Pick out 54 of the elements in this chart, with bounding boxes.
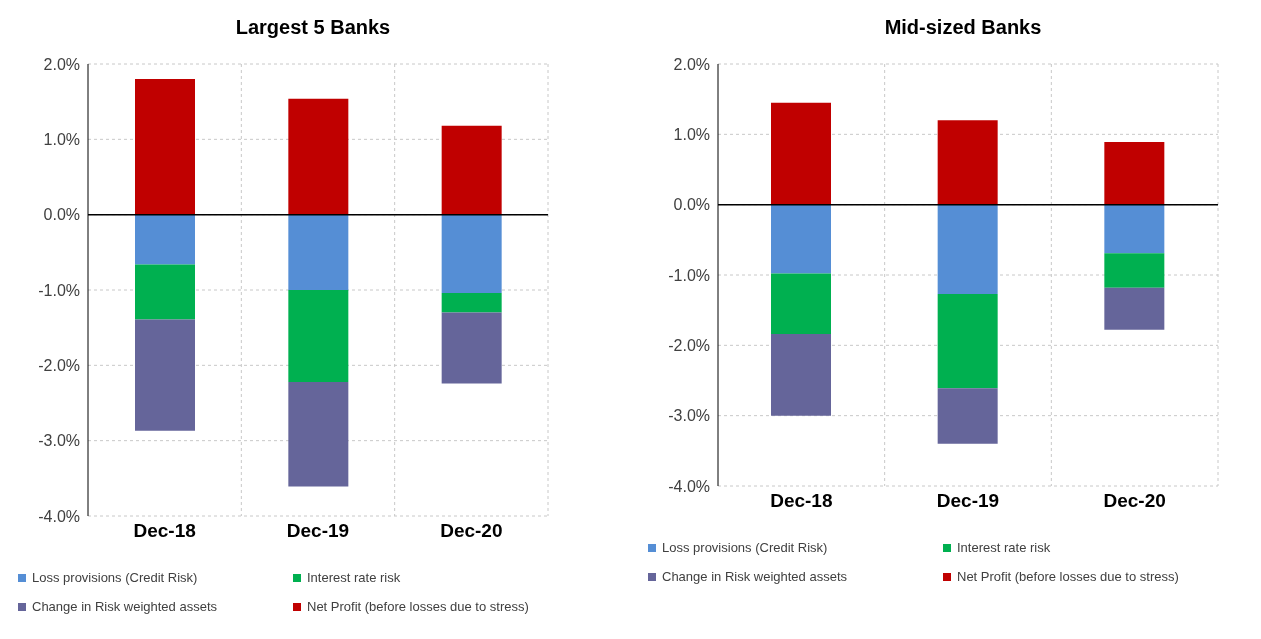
y-tick-label: 0.0%: [43, 206, 80, 224]
bar: [135, 79, 195, 215]
bar: [937, 120, 998, 205]
bar: [135, 214, 195, 265]
chart-title: Largest 5 Banks: [234, 16, 392, 40]
bar: [441, 214, 502, 294]
chart-title: Mid-sized Banks: [883, 16, 1043, 40]
bar: [288, 98, 349, 215]
y-tick-label: -4.0%: [668, 477, 710, 495]
bar: [771, 273, 831, 335]
bar: [771, 204, 831, 274]
legend-label: Interest rate risk: [307, 570, 401, 585]
legend-label: Loss provisions (Credit Risk): [32, 570, 198, 585]
legend-label: Interest rate risk: [957, 540, 1051, 555]
y-tick-label: -3.0%: [38, 432, 80, 450]
x-tick-label: Dec-19: [936, 490, 1000, 512]
bar: [937, 204, 998, 294]
bar: [1104, 142, 1165, 205]
legend-label: Net Profit (before losses due to stress): [307, 599, 529, 614]
bar: [135, 319, 195, 431]
y-tick-label: 2.0%: [43, 55, 80, 73]
legend-label: Change in Risk weighted assets: [662, 569, 847, 584]
x-tick-label: Dec-19: [286, 520, 350, 542]
bar: [1104, 253, 1165, 288]
y-tick-label: 1.0%: [673, 126, 710, 144]
y-tick-label: -4.0%: [38, 507, 80, 525]
bar: [771, 334, 831, 416]
y-tick-label: -2.0%: [38, 357, 80, 375]
bar: [288, 290, 349, 382]
y-tick-label: -1.0%: [38, 281, 80, 299]
bar: [937, 388, 998, 444]
bar: [441, 293, 502, 313]
bar: [937, 293, 998, 389]
bar: [288, 214, 349, 290]
bar: [288, 381, 349, 487]
x-tick-label: Dec-18: [133, 520, 196, 542]
y-tick-label: 2.0%: [673, 55, 710, 73]
bar: [441, 312, 502, 384]
bar: [135, 264, 195, 320]
bar: [771, 102, 831, 205]
legend-label: Change in Risk weighted assets: [32, 599, 217, 614]
y-tick-label: -2.0%: [668, 337, 710, 355]
x-tick-label: Dec-20: [440, 520, 503, 542]
bar: [441, 125, 502, 215]
y-tick-label: 1.0%: [43, 131, 80, 149]
legend-label: Net Profit (before losses due to stress): [957, 569, 1179, 584]
legend-label: Loss provisions (Credit Risk): [662, 540, 828, 555]
bar: [1104, 287, 1165, 330]
x-tick-label: Dec-18: [770, 490, 833, 512]
bar: [1104, 204, 1165, 254]
x-tick-label: Dec-20: [1103, 490, 1166, 512]
y-tick-label: -1.0%: [668, 266, 710, 284]
y-tick-label: -3.0%: [668, 407, 710, 425]
y-tick-label: 0.0%: [673, 196, 710, 214]
